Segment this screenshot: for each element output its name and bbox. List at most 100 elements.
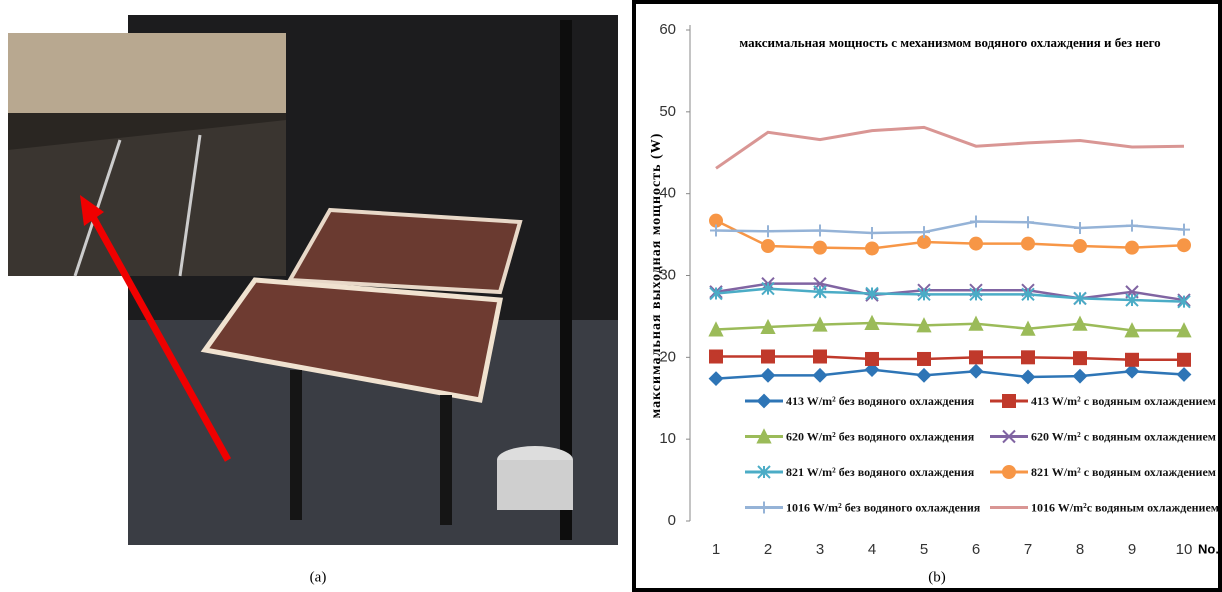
x-tick-label: 7 (1024, 541, 1032, 558)
marker (1022, 216, 1034, 229)
marker (756, 428, 772, 444)
marker (813, 240, 827, 255)
marker (812, 367, 828, 383)
marker (1176, 322, 1192, 338)
marker (761, 349, 775, 364)
chart: максимальная мощность с механизмом водян… (649, 21, 1219, 558)
marker (1073, 351, 1087, 366)
chart-title: максимальная мощность с механизмом водян… (739, 35, 1160, 50)
panel-frame (632, 0, 1222, 592)
series-line (715, 368, 1185, 380)
marker (710, 224, 722, 237)
x-tick-label: 3 (816, 541, 824, 558)
marker (760, 367, 776, 383)
marker (708, 321, 724, 337)
marker (969, 287, 983, 302)
y-axis-label: максимальная выходная мощность (W) (649, 133, 664, 419)
arrow-head (80, 195, 104, 226)
solar-panel (286, 207, 523, 295)
marker (1073, 239, 1087, 254)
y-tick-label: 50 (659, 103, 676, 120)
marker (1021, 287, 1035, 302)
marker (1124, 322, 1140, 338)
marker (709, 349, 723, 364)
x-tick-label: 1 (712, 541, 720, 558)
stand-leg (440, 395, 452, 525)
caption: (a) (310, 569, 327, 585)
marker (1125, 293, 1139, 307)
legend-label: 620 W/m² без водяного охлаждения (786, 429, 975, 443)
y-tick-label: 60 (659, 21, 676, 38)
marker (709, 286, 723, 301)
x-tick-label: 8 (1076, 541, 1084, 558)
marker (864, 362, 880, 378)
solar-panel (200, 277, 504, 403)
legend-label: 1016 W/m² без водяного охлаждения (786, 500, 981, 514)
photo (8, 15, 618, 545)
y-tick-label: 30 (659, 266, 676, 283)
marker (865, 286, 879, 301)
marker (1126, 219, 1138, 232)
marker (865, 351, 879, 366)
marker (1073, 291, 1087, 306)
marker (812, 316, 828, 332)
marker (969, 350, 983, 365)
legend-label: 413 W/m² без водяного охлаждения (786, 394, 975, 408)
x-tick-label: 5 (920, 541, 928, 558)
y-tick-label: 10 (659, 430, 676, 447)
marker (968, 315, 984, 331)
marker (916, 317, 932, 333)
marker (758, 501, 770, 514)
marker (1020, 320, 1036, 336)
marker (866, 226, 878, 239)
inset-line (178, 134, 202, 277)
x-tick-label: 6 (972, 541, 980, 558)
marker (864, 314, 880, 330)
marker (916, 367, 932, 383)
legend-label: 821 W/m² с водяным охлаждением (1031, 465, 1216, 479)
frame-pole (560, 20, 572, 540)
x-tick-label: 2 (764, 541, 772, 558)
series-line (715, 321, 1184, 332)
marker (761, 281, 775, 296)
marker (761, 239, 775, 254)
marker (1177, 238, 1191, 253)
marker (762, 225, 774, 238)
marker (1177, 352, 1191, 367)
arrow (84, 206, 232, 462)
marker (865, 241, 879, 256)
marker (918, 226, 930, 239)
marker (1125, 240, 1139, 255)
series-line (715, 287, 1185, 303)
y-tick-label: 0 (668, 512, 676, 529)
marker (1021, 350, 1035, 365)
marker (1124, 363, 1140, 379)
y-tick-label: 40 (659, 185, 676, 202)
marker (813, 349, 827, 364)
marker (1177, 294, 1191, 309)
marker (917, 351, 931, 366)
x-tick-label: 4 (868, 541, 876, 558)
series-line (715, 282, 1185, 302)
caption: (b) (928, 569, 946, 585)
x-tick-label: 9 (1128, 541, 1136, 558)
bucket (497, 460, 573, 510)
marker (757, 465, 771, 479)
marker (756, 393, 772, 409)
inset-cells (8, 120, 286, 276)
y-tick-label: 20 (659, 348, 676, 365)
x-tick-label: 10 (1176, 541, 1193, 558)
series-line (716, 355, 1184, 362)
legend-label: 620 W/m² с водяным охлаждением (1031, 429, 1216, 443)
marker (970, 215, 982, 228)
marker (1002, 394, 1016, 408)
marker (814, 224, 826, 237)
marker (969, 236, 983, 251)
stand-leg (290, 370, 302, 520)
marker (1021, 236, 1035, 251)
marker (1072, 315, 1088, 331)
inset-glare (8, 33, 286, 113)
series-line (715, 220, 1185, 235)
marker (1002, 429, 1016, 444)
